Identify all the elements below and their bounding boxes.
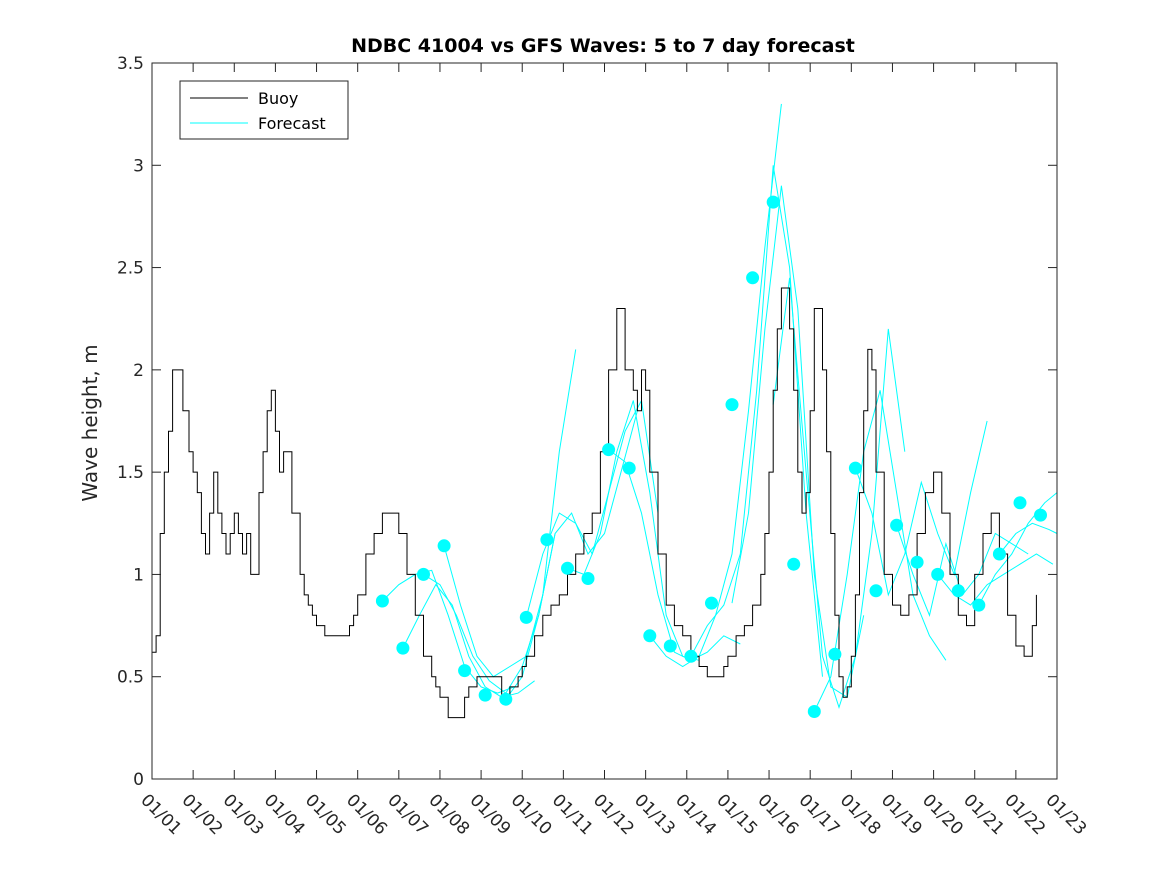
forecast-marker-10 — [561, 561, 574, 575]
forecast-line-13 — [813, 390, 947, 712]
forecast-marker-9 — [540, 533, 554, 547]
forecast-line-8 — [608, 449, 741, 661]
y-axis-label: Wave height, m — [78, 344, 102, 501]
forecast-marker-15 — [663, 639, 677, 653]
forecast-marker-27 — [910, 555, 924, 569]
forecast-line-18 — [999, 522, 1058, 555]
forecast-marker-4 — [437, 539, 451, 553]
forecast-marker-18 — [725, 398, 739, 412]
forecast-marker-30 — [972, 598, 986, 612]
forecast-marker-31 — [992, 547, 1006, 561]
forecast-marker-2 — [396, 641, 410, 655]
legend-forecast-label: Forecast — [258, 114, 326, 133]
forecast-marker-1 — [375, 594, 389, 608]
plot-area — [152, 63, 1058, 779]
forecast-line-14 — [854, 420, 988, 597]
y-tick-label: 0.5 — [117, 668, 144, 688]
legend: Buoy Forecast — [179, 80, 349, 140]
legend-box — [179, 80, 349, 140]
forecast-marker-5 — [458, 664, 472, 678]
forecast-line-4 — [443, 349, 577, 678]
forecast-marker-22 — [807, 705, 821, 718]
chart-title: NDBC 41004 vs GFS Waves: 5 to 7 day fore… — [351, 35, 855, 57]
y-tick-label: 2 — [133, 361, 144, 381]
forecast-marker-13 — [622, 461, 636, 475]
forecast-line-17 — [978, 492, 1058, 606]
forecast-line-7 — [567, 400, 700, 661]
buoy-line — [152, 287, 1037, 719]
forecast-marker-20 — [766, 195, 780, 209]
y-tick-label: 1.5 — [117, 463, 144, 483]
y-tick-label: 2.5 — [117, 259, 144, 279]
forecast-marker-26 — [890, 518, 904, 532]
forecast-marker-16 — [684, 649, 698, 663]
forecast-marker-8 — [519, 610, 533, 624]
forecast-marker-29 — [951, 584, 965, 598]
forecast-marker-14 — [643, 629, 657, 643]
y-tick-label: 1 — [133, 565, 144, 585]
y-tick-label: 0 — [133, 770, 144, 790]
forecast-marker-21 — [787, 557, 801, 571]
forecast-marker-11 — [581, 572, 595, 585]
forecast-marker-23 — [828, 647, 842, 661]
forecast-marker-7 — [499, 692, 513, 706]
y-tick-label: 3 — [133, 156, 144, 176]
forecast-line-11 — [731, 185, 865, 699]
forecast-marker-12 — [602, 443, 616, 457]
forecast-marker-17 — [705, 596, 718, 610]
legend-buoy-label: Buoy — [258, 89, 298, 108]
forecast-marker-33 — [1034, 508, 1047, 522]
y-tick-label: 3.5 — [117, 54, 144, 74]
forecast-marker-19 — [746, 271, 760, 285]
plot-background — [152, 63, 1057, 779]
forecast-line-2 — [402, 583, 535, 698]
forecast-marker-24 — [848, 461, 862, 475]
forecast-line-12 — [772, 277, 906, 710]
forecast-marker-32 — [1013, 496, 1027, 510]
forecast-marker-3 — [417, 567, 430, 581]
forecast-marker-28 — [931, 567, 945, 581]
forecast-line-10 — [690, 165, 823, 677]
forecast-marker-6 — [478, 688, 492, 702]
forecast-marker-25 — [869, 584, 883, 598]
